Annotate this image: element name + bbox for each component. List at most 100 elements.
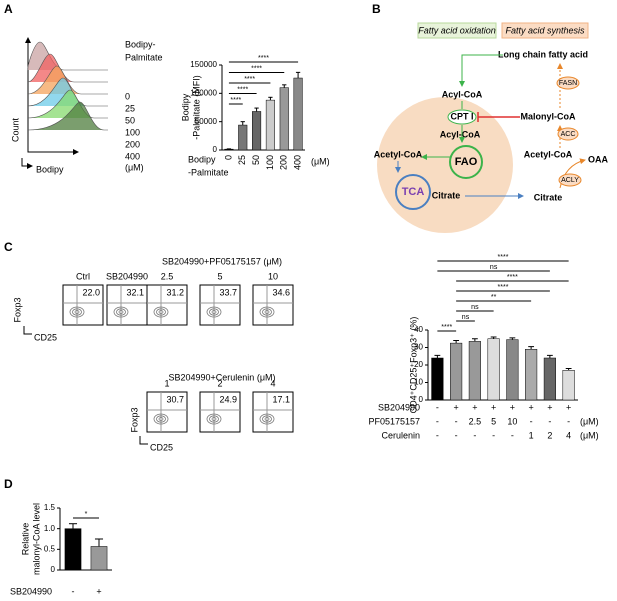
bar xyxy=(431,357,444,401)
box xyxy=(501,22,589,39)
y-tick-label: 1.0 xyxy=(44,524,56,533)
histogram: Count Bodipy Bodipy- Palmitate (μM) 0 25 5… xyxy=(10,37,163,174)
enzyme xyxy=(556,76,580,90)
condition: - xyxy=(473,430,476,440)
percentage: 17.1 xyxy=(272,394,290,404)
legend-label: 400 xyxy=(125,151,140,161)
enzyme xyxy=(447,109,477,125)
x-tick-label: 200 xyxy=(279,155,289,170)
y-tick-label: 0 xyxy=(213,145,218,154)
diagram: Fatty acid oxidation Fatty acid synthesi… xyxy=(374,22,609,233)
label: TCA xyxy=(402,186,425,198)
contour xyxy=(264,310,270,314)
y-tick-label: 150000 xyxy=(190,60,217,69)
x-unit: (μM) xyxy=(311,156,330,166)
label: ACC xyxy=(561,131,576,138)
y-tick-label: 0 xyxy=(51,565,56,574)
percentage: 24.9 xyxy=(219,394,237,404)
condition: + xyxy=(510,402,515,412)
contour xyxy=(211,310,217,314)
y-axis-label: malonyl-CoA level xyxy=(31,503,41,575)
label: FAO xyxy=(455,156,478,168)
axis-label: Count xyxy=(10,118,20,143)
legend-unit: (μM) xyxy=(125,162,144,172)
contour xyxy=(118,310,124,314)
contour xyxy=(259,413,275,425)
label: Long chain fatty acid xyxy=(498,49,588,59)
flow-plot xyxy=(146,391,188,433)
x-tick-label: 100 xyxy=(265,155,275,170)
significance-label: **** xyxy=(244,76,255,83)
flow-plot xyxy=(199,284,241,326)
box xyxy=(417,22,497,39)
significance-label: ns xyxy=(490,264,498,271)
label: CPT I xyxy=(450,111,473,121)
flow-plot xyxy=(146,284,188,326)
contour xyxy=(264,417,270,421)
condition: 2 xyxy=(547,430,552,440)
contour xyxy=(206,306,222,318)
flow-plot xyxy=(62,284,104,326)
condition: - xyxy=(492,430,495,440)
arrow xyxy=(559,158,586,189)
condition: 1 xyxy=(529,430,534,440)
cycle xyxy=(449,145,483,179)
bar xyxy=(543,357,556,401)
legend-label: 50 xyxy=(125,115,135,125)
contour xyxy=(153,413,169,425)
label: Citrate xyxy=(534,192,563,202)
condition: - xyxy=(530,416,533,426)
bar xyxy=(450,342,463,401)
label: Citrate xyxy=(432,190,461,200)
label: OAA xyxy=(588,154,609,164)
legend-label: 0 xyxy=(125,91,130,101)
y-tick-label: 50000 xyxy=(195,117,218,126)
contour xyxy=(69,306,85,318)
condition: 5 xyxy=(491,416,496,426)
enzyme xyxy=(557,127,579,141)
axis xyxy=(27,40,79,155)
contour xyxy=(259,306,275,318)
y-tick-label: 0.5 xyxy=(44,544,56,553)
legend-label: 200 xyxy=(125,139,140,149)
y-tick-label: 20 xyxy=(414,360,423,369)
label: Acetyl-CoA xyxy=(524,149,573,159)
condition: - xyxy=(567,416,570,426)
significance-label: **** xyxy=(258,55,269,62)
contour xyxy=(262,415,272,423)
unit: (μM) xyxy=(580,416,599,426)
significance-label: **** xyxy=(441,324,452,331)
histogram-curve xyxy=(27,101,108,131)
percentage: 22.0 xyxy=(82,287,100,297)
contour xyxy=(158,310,164,314)
cycle xyxy=(395,174,431,210)
dose-label: 10 xyxy=(268,271,278,281)
significance-label: **** xyxy=(251,65,262,72)
condition: - xyxy=(511,430,514,440)
x-tick-label: 50 xyxy=(251,155,261,165)
bar xyxy=(468,341,481,401)
contour xyxy=(206,413,222,425)
mitochondrion xyxy=(377,97,513,233)
contour xyxy=(156,308,166,316)
flow-plot xyxy=(106,284,148,326)
x-tick-label: + xyxy=(96,586,101,596)
contour xyxy=(211,417,217,421)
bar xyxy=(293,77,303,151)
flow-plots: Ctrl SB204990 SB204990+PF05175157 (μM) S… xyxy=(12,256,294,452)
legend-title: Palmitate xyxy=(125,52,163,62)
enzyme xyxy=(558,173,582,187)
percentage: 31.2 xyxy=(166,287,184,297)
row-label: SB204990 xyxy=(378,402,420,412)
dose-label: 2.5 xyxy=(161,271,174,281)
condition: - xyxy=(548,416,551,426)
histogram-curve xyxy=(27,65,108,95)
dose-label: 1 xyxy=(164,378,169,388)
axis-arrow xyxy=(21,158,33,169)
x-axis-label: Bodipy xyxy=(188,154,216,164)
condition: + xyxy=(491,402,496,412)
significance-label: **** xyxy=(230,97,241,104)
label: Fatty acid oxidation xyxy=(418,25,496,35)
y-tick-label: 30 xyxy=(414,343,423,352)
